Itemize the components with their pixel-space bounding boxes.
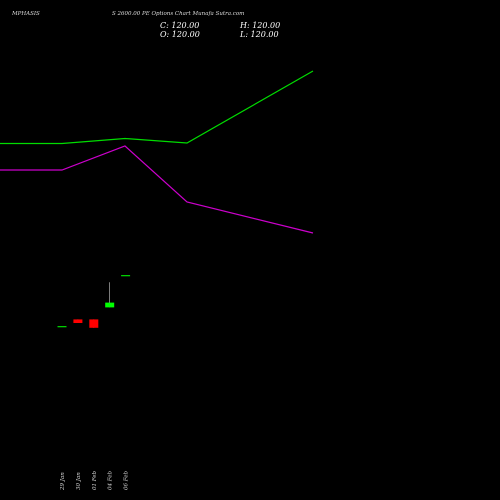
open-value: O: 120.00: [160, 30, 200, 39]
overlay-line-2: [0, 145, 314, 234]
candle-body: [57, 326, 67, 328]
chart-description: S 2600.00 PE Options Chart Munafa Sutra.…: [112, 11, 245, 17]
candle-body: [121, 275, 131, 277]
high-value: H: 120.00: [240, 21, 281, 30]
low-value: L: 120.00: [240, 30, 279, 39]
x-tick-label: 30 Jan: [76, 472, 82, 490]
chart-symbol: MPHASIS: [12, 11, 40, 17]
candle: [105, 282, 115, 308]
candle: [57, 326, 67, 328]
candle-body: [89, 319, 99, 328]
candle: [89, 319, 99, 328]
candle: [73, 319, 83, 323]
candle-body: [73, 319, 83, 323]
overlay-line-1: [0, 70, 314, 145]
x-tick-label: 04 Feb: [108, 470, 114, 490]
x-tick-label: 29 Jan: [60, 472, 66, 491]
x-tick-label: 06 Feb: [124, 470, 130, 490]
close-value: C: 120.00: [160, 21, 200, 30]
candle: [121, 275, 131, 277]
candle-body: [105, 302, 115, 308]
x-tick-label: 01 Feb: [92, 470, 98, 490]
